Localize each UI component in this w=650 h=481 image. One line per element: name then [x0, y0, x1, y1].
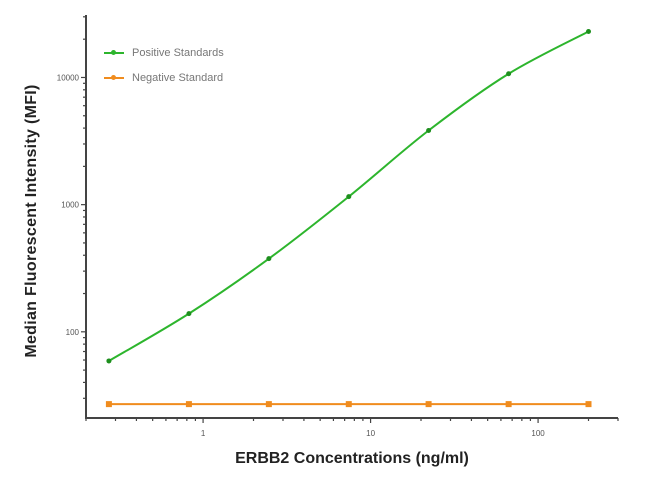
- legend-swatch-positive-icon: [104, 49, 124, 55]
- x-axis-label: ERBB2 Concentrations (ng/ml): [235, 450, 469, 467]
- y-tick-label: 1000: [61, 201, 79, 210]
- data-point: [426, 127, 432, 133]
- x-tick-label: 1: [201, 429, 206, 438]
- data-point: [505, 401, 512, 408]
- legend-item-positive: Positive Standards: [104, 40, 224, 65]
- x-tick-label: 10: [366, 429, 375, 438]
- data-point: [506, 71, 512, 77]
- legend-swatch-negative-icon: [104, 74, 124, 80]
- axes: 100 1000 10000 1 10 100: [57, 15, 619, 438]
- legend-label: Negative Standard: [132, 71, 224, 84]
- data-point: [585, 401, 592, 408]
- y-tick-label: 100: [66, 328, 80, 337]
- y-axis-label: Median Fluorescent Intensity (MFI): [23, 84, 40, 358]
- series-layer: [105, 28, 592, 408]
- y-tick-label: 10000: [57, 73, 80, 82]
- data-point: [106, 358, 112, 364]
- data-point: [586, 28, 592, 34]
- legend: Positive Standards Negative Standard: [104, 40, 224, 90]
- data-point: [185, 401, 192, 408]
- legend-item-negative: Negative Standard: [104, 65, 224, 90]
- data-point: [345, 401, 352, 408]
- x-tick-label: 100: [531, 429, 545, 438]
- data-point: [346, 194, 352, 200]
- data-point: [265, 401, 272, 408]
- data-point: [186, 311, 192, 317]
- data-point: [266, 256, 272, 262]
- data-point: [105, 401, 112, 408]
- legend-label: Positive Standards: [132, 46, 224, 59]
- data-point: [425, 401, 432, 408]
